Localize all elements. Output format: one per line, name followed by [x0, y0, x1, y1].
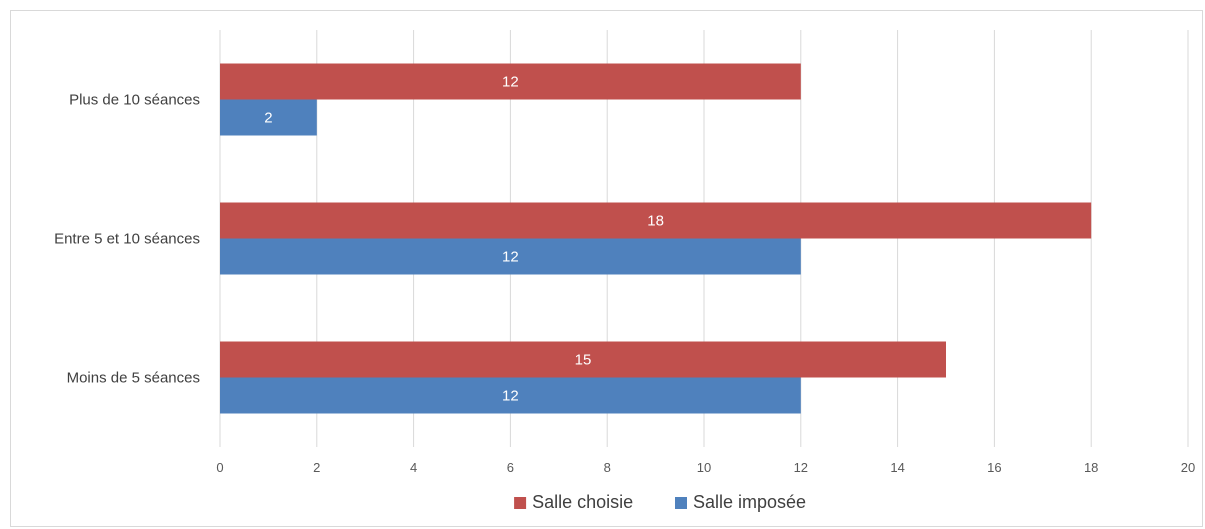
data-label: 12 [502, 388, 519, 405]
x-tick-label: 10 [697, 460, 711, 475]
legend: Salle choisie Salle imposée [514, 492, 806, 512]
x-tick-label: 6 [507, 460, 514, 475]
x-tick-label: 4 [410, 460, 417, 475]
labels: 0 2 4 6 8 10 12 14 16 18 20 Plus de 10 séances 12 2 En… [54, 74, 1195, 476]
category-label-moins-de-5-seances: Moins de 5 séances [67, 370, 200, 387]
x-tick-label: 12 [794, 460, 808, 475]
x-tick-label: 14 [890, 460, 904, 475]
data-label: 2 [264, 110, 272, 127]
x-tick-label: 2 [313, 460, 320, 475]
bar-salle-choisie-moins-de-5-seances [220, 341, 946, 378]
bar-salle-choisie-entre-5-et-10-seances [220, 202, 1092, 239]
legend-label-salle-choisie: Salle choisie [532, 492, 633, 512]
data-label: 12 [502, 249, 519, 266]
legend-swatch-salle-imposee [675, 497, 687, 509]
category-label-entre-5-et-10-seances: Entre 5 et 10 séances [54, 231, 200, 248]
x-tick-label: 18 [1084, 460, 1098, 475]
data-label: 18 [647, 213, 664, 230]
legend-label-salle-imposee: Salle imposée [693, 492, 806, 512]
data-label: 15 [575, 352, 592, 369]
bar-salle-imposee-moins-de-5-seances [220, 377, 801, 414]
category-label-plus-de-10-seances: Plus de 10 séances [69, 92, 200, 109]
bars [220, 63, 1092, 414]
bar-salle-imposee-plus-de-10-seances [220, 99, 317, 136]
legend-swatch-salle-choisie [514, 497, 527, 509]
bar-salle-choisie-plus-de-10-seances [220, 63, 801, 100]
data-label: 12 [502, 74, 519, 91]
bar-salle-imposee-entre-5-et-10-seances [220, 238, 801, 275]
x-tick-label: 20 [1181, 460, 1195, 475]
x-tick-label: 0 [216, 460, 223, 475]
x-tick-label: 16 [987, 460, 1001, 475]
x-tick-label: 8 [604, 460, 611, 475]
